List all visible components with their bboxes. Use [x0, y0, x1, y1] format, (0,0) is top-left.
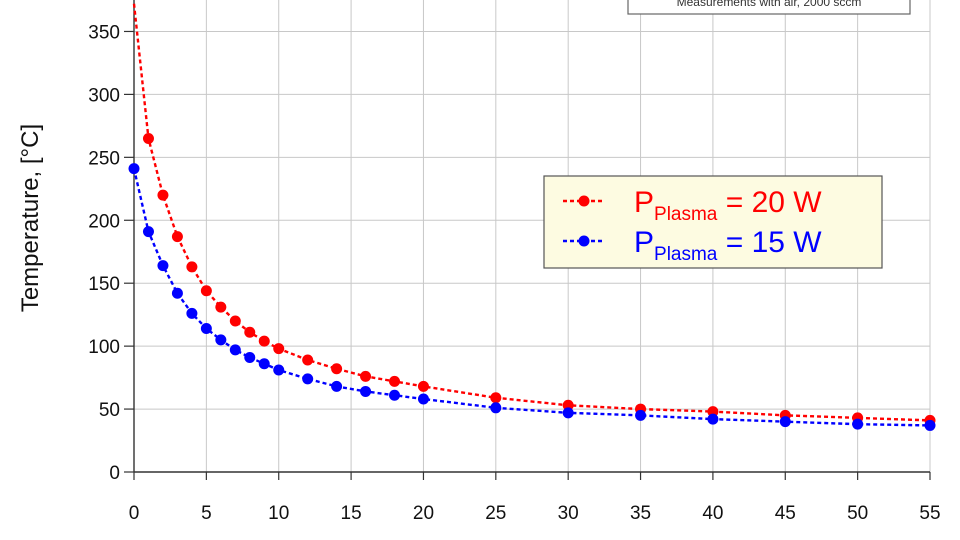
- series-layer: [128, 3, 936, 431]
- x-tick-label: 0: [129, 503, 140, 524]
- y-tick-label: 50: [99, 400, 120, 421]
- data-point: [258, 358, 270, 370]
- y-tick-label: 150: [88, 274, 120, 295]
- data-point: [389, 375, 401, 387]
- data-point: [229, 315, 241, 327]
- legend-label: PPlasma = 15 W: [634, 226, 822, 265]
- data-point: [273, 343, 285, 355]
- x-tick-label: 55: [919, 503, 940, 524]
- data-point: [417, 380, 429, 392]
- x-tick-label: 5: [201, 503, 212, 524]
- data-point: [171, 231, 183, 243]
- data-point: [171, 287, 183, 299]
- data-point: [490, 392, 502, 404]
- data-point: [186, 261, 198, 273]
- x-tick-label: 35: [630, 503, 651, 524]
- data-point: [417, 393, 429, 405]
- data-point: [142, 226, 154, 238]
- y-tick-label: 0: [109, 463, 120, 484]
- data-point: [157, 260, 169, 272]
- x-tick-label: 20: [413, 503, 434, 524]
- data-point: [244, 351, 256, 363]
- x-tick-label: 45: [775, 503, 796, 524]
- data-point: [229, 344, 241, 356]
- y-tick-label: 100: [88, 337, 120, 358]
- data-point: [244, 326, 256, 338]
- data-point: [215, 334, 227, 346]
- data-point: [360, 370, 372, 382]
- axes: [124, 0, 931, 480]
- data-point: [186, 307, 198, 319]
- data-point: [157, 189, 169, 201]
- x-tick-label: 50: [847, 503, 868, 524]
- y-tick-label: 200: [88, 211, 120, 232]
- x-tick-label: 10: [268, 503, 289, 524]
- data-point: [490, 402, 502, 414]
- series-20w: [132, 3, 936, 426]
- data-point: [128, 163, 140, 175]
- legend-box: [543, 175, 883, 269]
- data-point: [200, 323, 212, 335]
- grid: [134, 0, 931, 472]
- data-point: [302, 373, 314, 385]
- y-axis-title: Temperature, [°C]: [17, 124, 44, 312]
- annotation-box: Measurements with air, 2000 sccm: [627, 0, 911, 15]
- tick-labels: 0 5 10 15 20 25 30 35 40 45 50 55 0 50 100 150 200 250 300…: [88, 22, 940, 524]
- legend-entry: PPlasma = 15 W: [563, 226, 822, 265]
- y-tick-label: 250: [88, 148, 120, 169]
- data-point: [142, 132, 154, 144]
- x-tick-label: 40: [702, 503, 723, 524]
- data-point: [707, 406, 719, 418]
- legend-label: PPlasma = 20 W: [634, 186, 822, 225]
- data-point: [389, 389, 401, 401]
- legend-entry: PPlasma = 20 W: [563, 186, 822, 225]
- data-point: [331, 363, 343, 375]
- annotation-text: Measurements with air, 2000 sccm: [677, 0, 862, 9]
- x-tick-label: 25: [485, 503, 506, 524]
- data-point: [258, 335, 270, 347]
- x-tick-label: 30: [558, 503, 579, 524]
- data-point: [200, 285, 212, 297]
- y-tick-label: 350: [88, 22, 120, 43]
- data-point: [331, 380, 343, 392]
- y-tick-label: 300: [88, 85, 120, 106]
- data-point: [779, 416, 791, 428]
- data-point: [562, 407, 574, 419]
- data-point: [635, 409, 647, 421]
- data-point: [924, 419, 936, 431]
- data-point: [562, 399, 574, 411]
- legend-marker: [578, 235, 590, 247]
- data-point: [852, 418, 864, 430]
- legend-marker: [578, 195, 590, 207]
- x-tick-label: 15: [341, 503, 362, 524]
- data-point: [707, 413, 719, 425]
- series-15w: [128, 163, 936, 431]
- data-point: [215, 301, 227, 313]
- series-line: [132, 168, 931, 427]
- data-point: [273, 364, 285, 376]
- data-point: [302, 354, 314, 366]
- data-point: [360, 385, 372, 397]
